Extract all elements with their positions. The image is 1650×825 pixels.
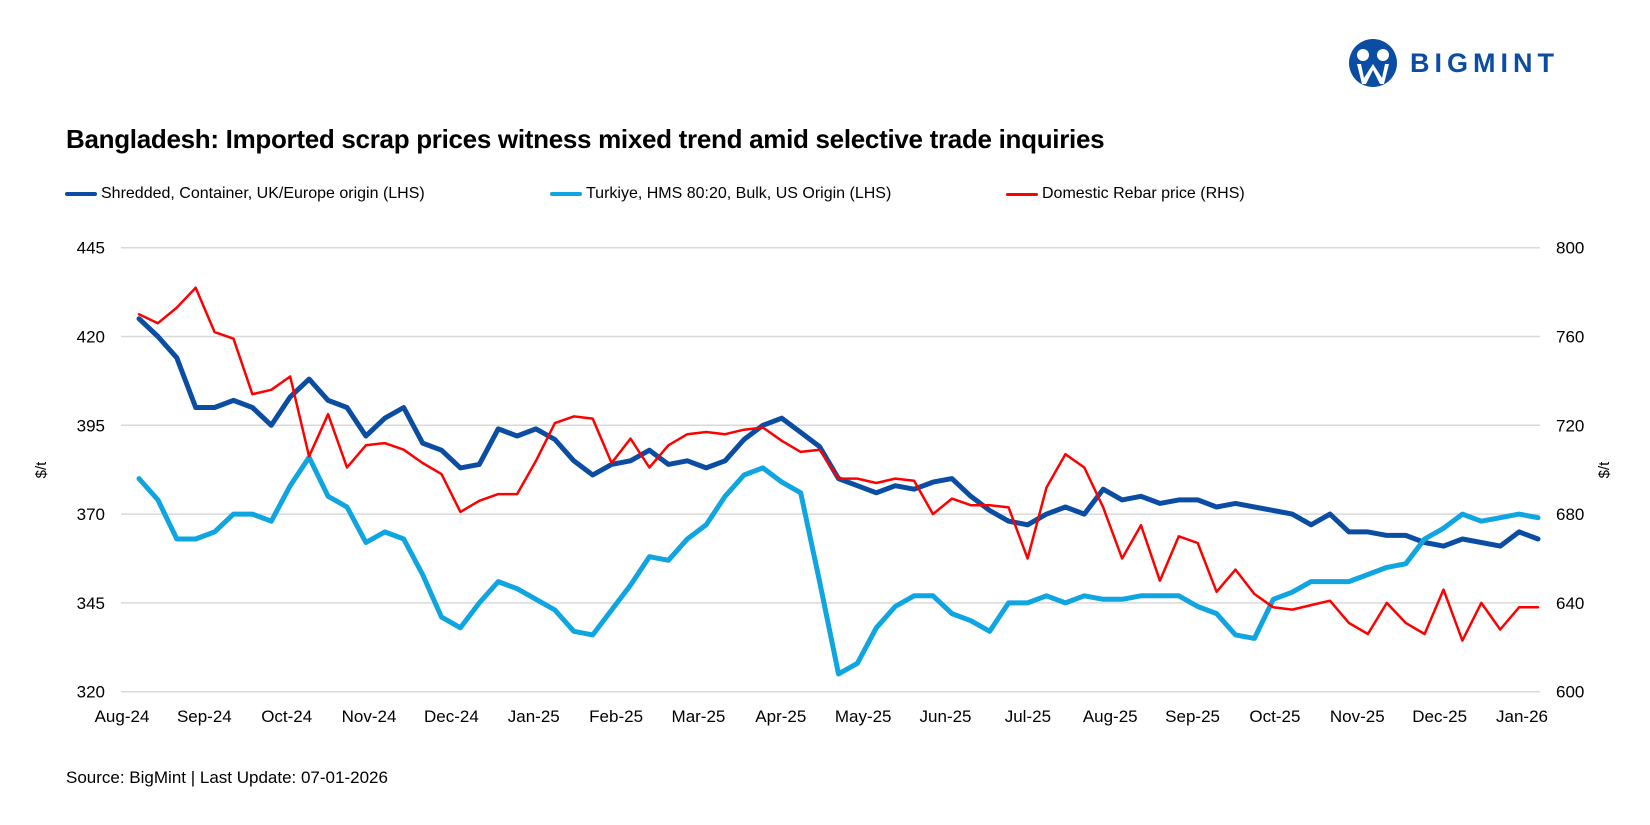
x-tick-label: Nov-24: [342, 707, 397, 726]
x-tick-label: Nov-25: [1330, 707, 1385, 726]
gridlines: [121, 246, 1540, 693]
left-axis-label: $/t: [33, 461, 50, 479]
x-tick-label: Oct-24: [261, 707, 312, 726]
left-tick-label: 320: [77, 683, 105, 702]
right-tick-label: 760: [1556, 328, 1584, 347]
series-line-1: [136, 454, 1541, 677]
x-tick-label: Sep-25: [1165, 707, 1220, 726]
right-axis-label: $/t: [1596, 461, 1613, 479]
series-lines: [136, 286, 1541, 677]
left-tick-label: 345: [77, 594, 105, 613]
x-tick-label: Aug-24: [95, 707, 150, 726]
x-tick-label: Jan-25: [508, 707, 560, 726]
x-tick-label: Jul-25: [1005, 707, 1051, 726]
legend-item-shredded: Shredded, Container, UK/Europe origin (L…: [65, 185, 425, 203]
left-axis-ticks: 320 345 370 395 420 445: [77, 239, 105, 702]
legend-label-rebar: Domestic Rebar price (RHS): [1042, 185, 1245, 202]
right-tick-label: 720: [1556, 416, 1584, 435]
legend-label-shredded: Shredded, Container, UK/Europe origin (L…: [101, 185, 425, 202]
right-tick-label: 640: [1556, 594, 1584, 613]
chart-title: Bangladesh: Imported scrap prices witnes…: [66, 124, 1105, 154]
x-tick-label: Jan-26: [1496, 707, 1548, 726]
bigmint-logo-icon: [1349, 39, 1397, 87]
x-tick-label: Apr-25: [755, 707, 806, 726]
bigmint-logo: BIGMINT: [1348, 38, 1559, 88]
right-tick-label: 800: [1556, 239, 1584, 258]
left-tick-label: 370: [77, 505, 105, 524]
source-note: Source: BigMint | Last Update: 07-01-202…: [66, 768, 388, 787]
left-tick-label: 445: [77, 239, 105, 258]
x-tick-label: Dec-24: [424, 707, 479, 726]
x-tick-label: Mar-25: [672, 707, 726, 726]
x-tick-label: Sep-24: [177, 707, 232, 726]
right-tick-label: 680: [1556, 505, 1584, 524]
x-tick-label: May-25: [835, 707, 892, 726]
bigmint-logo-text: BIGMINT: [1410, 47, 1559, 78]
left-tick-label: 420: [77, 328, 105, 347]
legend-swatch-turkiye: [550, 192, 582, 196]
legend-item-rebar: Domestic Rebar price (RHS): [1006, 185, 1245, 203]
right-axis-ticks: 600 640 680 720 760 800: [1556, 239, 1584, 702]
series-line-2: [137, 286, 1540, 642]
x-tick-label: Jun-25: [920, 707, 972, 726]
legend-label-turkiye: Turkiye, HMS 80:20, Bulk, US Origin (LHS…: [586, 185, 892, 202]
x-tick-label: Oct-25: [1249, 707, 1300, 726]
x-tick-label: Dec-25: [1412, 707, 1467, 726]
x-tick-label: Aug-25: [1083, 707, 1138, 726]
x-tick-label: Feb-25: [589, 707, 643, 726]
legend-item-turkiye: Turkiye, HMS 80:20, Bulk, US Origin (LHS…: [550, 185, 891, 203]
right-tick-label: 600: [1556, 683, 1584, 702]
legend-swatch-rebar: [1006, 192, 1038, 196]
legend-swatch-shredded: [65, 192, 97, 196]
left-tick-label: 395: [77, 416, 105, 435]
x-axis-ticks: Aug-24 Sep-24 Oct-24 Nov-24 Dec-24 Jan-25 Feb-…: [95, 707, 1548, 726]
